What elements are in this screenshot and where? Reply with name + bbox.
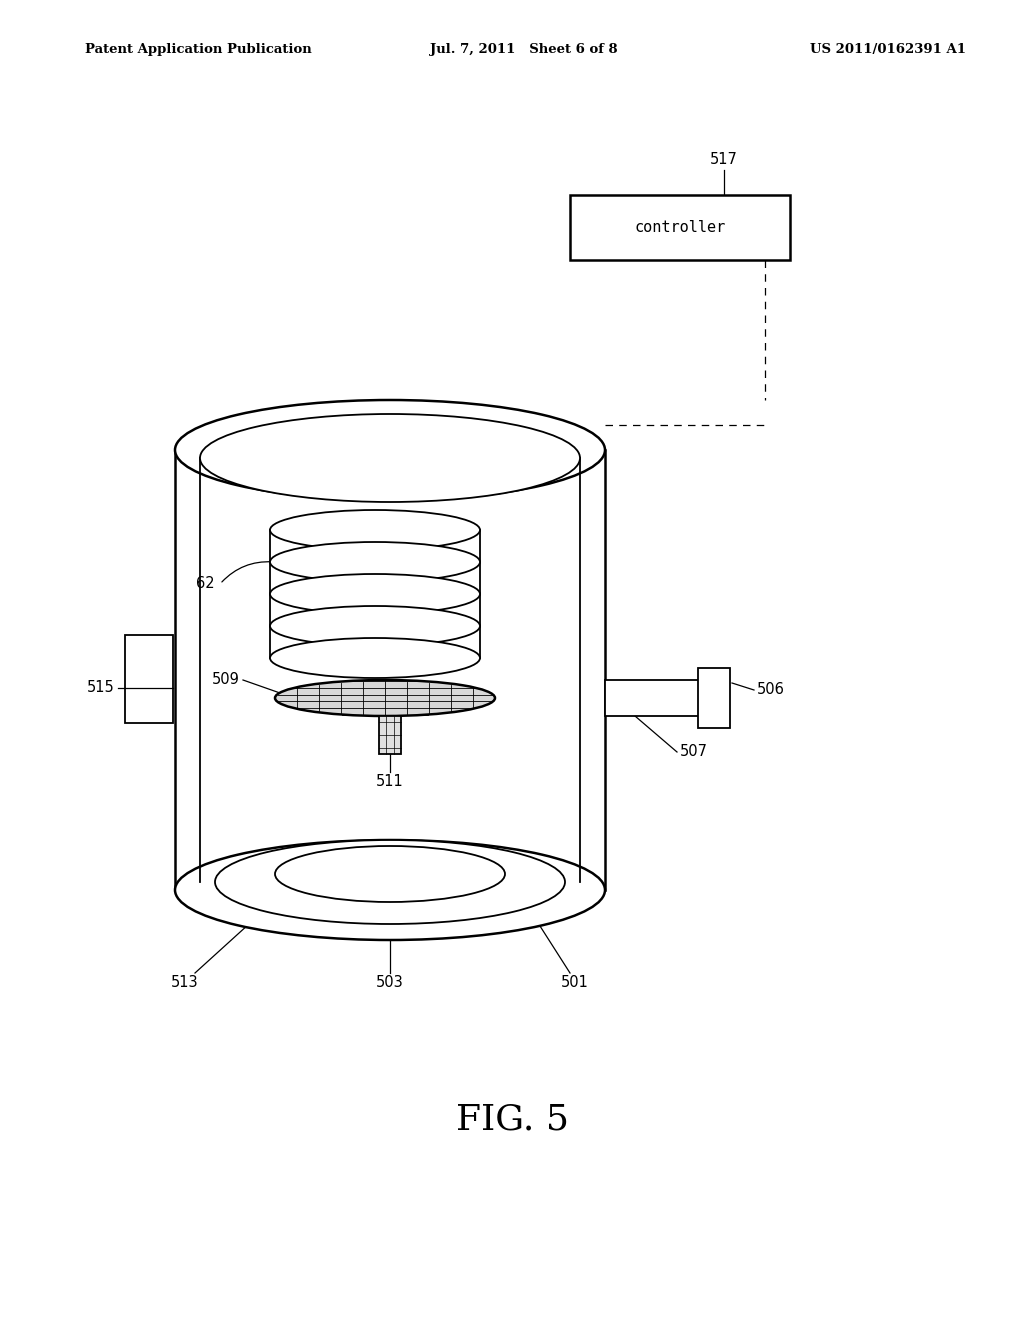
Text: Jul. 7, 2011   Sheet 6 of 8: Jul. 7, 2011 Sheet 6 of 8 (430, 44, 617, 57)
Text: 507: 507 (680, 744, 708, 759)
Text: 509: 509 (212, 672, 240, 688)
Ellipse shape (275, 680, 495, 715)
Ellipse shape (175, 400, 605, 500)
Bar (570, 195, 790, 260)
Ellipse shape (215, 840, 565, 924)
Text: US 2011/0162391 A1: US 2011/0162391 A1 (810, 44, 966, 57)
Ellipse shape (270, 543, 480, 582)
Ellipse shape (200, 414, 580, 502)
Text: 62: 62 (197, 577, 215, 591)
Text: Patent Application Publication: Patent Application Publication (85, 44, 311, 57)
Ellipse shape (270, 606, 480, 645)
Text: 515: 515 (87, 680, 115, 696)
Text: controller: controller (635, 220, 726, 235)
Text: 503: 503 (376, 975, 403, 990)
Ellipse shape (175, 840, 605, 940)
Text: 506: 506 (757, 682, 784, 697)
Bar (125, 635, 173, 723)
Text: FIG. 5: FIG. 5 (456, 1104, 568, 1137)
Bar (605, 680, 700, 715)
Bar (698, 668, 730, 729)
Ellipse shape (270, 574, 480, 614)
Bar (379, 715, 401, 754)
Text: 513: 513 (171, 975, 199, 990)
Text: 501: 501 (561, 975, 589, 990)
Ellipse shape (270, 638, 480, 678)
Ellipse shape (270, 510, 480, 550)
Ellipse shape (275, 846, 505, 902)
Text: 511: 511 (376, 774, 403, 789)
Text: 517: 517 (710, 152, 738, 168)
